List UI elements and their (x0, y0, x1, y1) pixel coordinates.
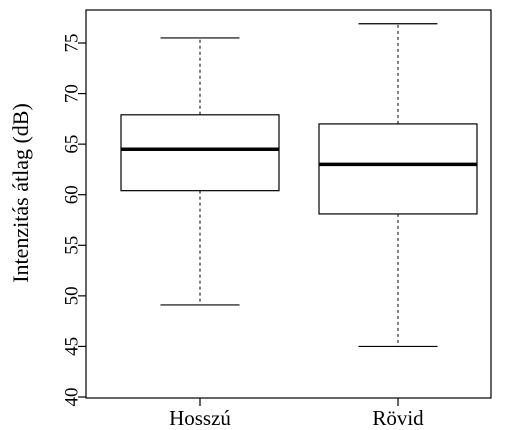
iqr-box (120, 114, 280, 192)
x-axis: Hosszú Rövid (169, 398, 424, 430)
y-axis: 40 45 50 55 60 65 70 75 (62, 34, 86, 407)
box-0 (120, 37, 280, 306)
box-1 (318, 23, 478, 348)
x-tick-label-0: Hosszú (169, 406, 231, 430)
iqr-box (318, 123, 478, 215)
boxes (120, 23, 478, 348)
y-tick-label-40: 40 (62, 388, 83, 407)
plot-frame (85, 9, 492, 399)
y-tick-label-70: 70 (62, 84, 83, 103)
y-tick-label-50: 50 (62, 286, 83, 305)
y-tick-label-60: 60 (62, 185, 83, 204)
y-tick-label-45: 45 (62, 337, 83, 356)
y-tick-label-75: 75 (62, 34, 83, 53)
x-tick-label-1: Rövid (372, 406, 424, 430)
y-tick-label-65: 65 (62, 135, 83, 154)
y-tick-label-55: 55 (62, 236, 83, 255)
y-axis-title: Intenzitás átlag (dB) (8, 103, 33, 283)
